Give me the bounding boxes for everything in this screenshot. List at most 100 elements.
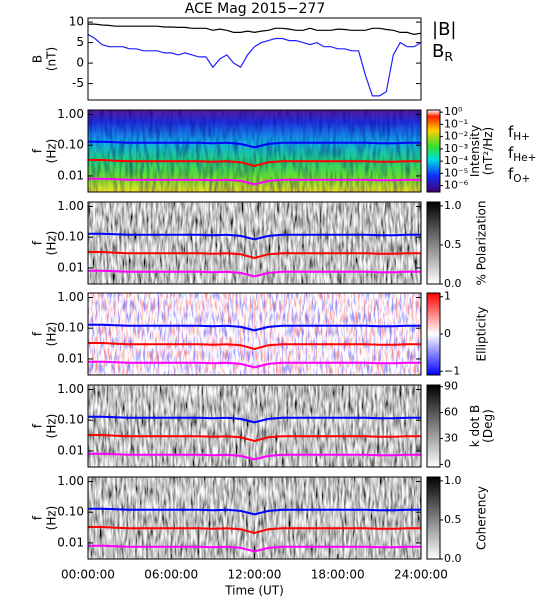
y-axis-label: (Hz) — [45, 231, 59, 256]
legend-label-main: |B| — [432, 19, 456, 40]
colorbar-tick-label: 0 — [444, 327, 451, 340]
y-tick-label: 0.01 — [57, 443, 84, 457]
spectrogram-noise — [88, 293, 421, 375]
colorbar — [426, 201, 441, 285]
series-line — [88, 232, 421, 241]
y-axis-label: B — [31, 55, 45, 63]
x-tick-label: 18:00:00 — [311, 568, 365, 582]
y-axis-label: f — [31, 515, 45, 520]
y-tick-label: 1.00 — [57, 474, 84, 488]
series-line — [88, 415, 421, 424]
legend-label: fHe+ — [508, 144, 536, 165]
series-line — [88, 159, 421, 168]
y-axis-label: (Hz) — [45, 322, 59, 347]
legend-label-main: B — [432, 41, 444, 62]
series-line — [88, 526, 421, 535]
y-tick-label: 10 — [69, 15, 84, 29]
x-tick-label: 24:00:00 — [394, 568, 448, 582]
colorbar-tick-label: 10⁻⁶ — [444, 179, 469, 192]
legend-label: |B| — [432, 19, 456, 40]
y-axis-label: f — [31, 240, 45, 245]
x-tick-label: 12:00:00 — [228, 568, 282, 582]
y-axis-label: (Hz) — [45, 506, 59, 531]
plot-frame — [87, 201, 422, 285]
colorbar — [426, 384, 441, 468]
x-tick-label: 00:00:00 — [61, 568, 115, 582]
series-line — [88, 507, 421, 516]
colorbar-label: (Deg) — [481, 409, 495, 443]
colorbar-label: % Polarization — [475, 201, 489, 286]
series-line — [88, 342, 421, 351]
y-axis-label: f — [31, 331, 45, 336]
y-tick-label: 0.01 — [57, 535, 84, 549]
colorbar-tick-label: 1.0 — [444, 474, 462, 487]
y-tick-label: 1.00 — [57, 290, 84, 304]
y-tick-label: 1.00 — [57, 107, 84, 121]
y-tick-label: 1.00 — [57, 382, 84, 396]
colorbar — [426, 292, 441, 376]
colorbar-tick-label: 0.5 — [444, 513, 462, 526]
colorbar-tick-label: 60 — [444, 406, 458, 419]
spectrogram-bg — [88, 202, 421, 284]
plot-frame — [87, 109, 422, 193]
legend-label: BR — [432, 41, 453, 64]
y-axis-label: (Hz) — [45, 139, 59, 164]
plot-frame — [87, 292, 422, 376]
colorbar-tick-label: 10⁻² — [444, 130, 468, 143]
colorbar-tick-label: 10⁻⁵ — [444, 166, 468, 179]
y-axis-label: (nT) — [45, 47, 59, 71]
series-line — [88, 452, 421, 461]
legend-label-sub: H+ — [513, 131, 530, 143]
y-tick-label: 0.10 — [57, 505, 84, 519]
chart-title: ACE Mag 2015−277 — [185, 1, 325, 17]
y-tick-label: 0.10 — [57, 138, 84, 152]
y-tick-label: 0.10 — [57, 413, 84, 427]
colorbar-label: Coherency — [475, 486, 489, 550]
spectrogram-bg — [88, 477, 421, 559]
colorbar-tick-label: −1 — [444, 364, 460, 377]
y-tick-label: -5 — [72, 76, 84, 90]
colorbar — [426, 109, 441, 193]
series-line — [88, 23, 422, 36]
legend-label-main: f — [508, 165, 514, 183]
y-tick-label: 0.01 — [57, 351, 84, 365]
colorbar-tick-label: 10⁻¹ — [444, 117, 468, 130]
series-line — [87, 33, 422, 97]
plot-frame — [87, 384, 422, 468]
series-line — [88, 360, 421, 369]
plot-frame — [87, 17, 422, 101]
colorbar-tick-label: 90 — [444, 380, 458, 393]
series-line — [88, 544, 421, 553]
colorbar-tick-label: 0.0 — [444, 277, 462, 290]
y-axis-label: f — [31, 148, 45, 153]
y-tick-label: 5 — [76, 35, 84, 49]
y-axis-label: (Hz) — [45, 414, 59, 439]
y-tick-label: 0.01 — [57, 168, 84, 182]
legend-label-main: f — [508, 144, 514, 162]
colorbar-tick-label: 0.0 — [444, 552, 462, 565]
legend-label: fH+ — [508, 123, 530, 144]
y-tick-label: 0.10 — [57, 230, 84, 244]
colorbar-tick-label: 10⁻⁴ — [444, 154, 469, 167]
series-line — [88, 140, 421, 149]
y-tick-label: 0.01 — [57, 260, 84, 274]
colorbar-label: k dot B — [468, 405, 482, 447]
colorbar-tick-label: 1 — [444, 290, 451, 303]
colorbar-tick-label: 10⁰ — [444, 105, 463, 118]
legend-label: fO+ — [508, 165, 530, 186]
legend-label-sub: R — [444, 49, 453, 64]
series-line — [88, 323, 421, 332]
y-tick-label: 0.10 — [57, 321, 84, 335]
colorbar-label: Intensity — [468, 125, 482, 177]
colorbar-tick-label: 0.5 — [444, 238, 462, 251]
spectrogram-bg — [88, 385, 421, 467]
colorbar-tick-label: 1.0 — [444, 199, 462, 212]
legend-label-sub: O+ — [513, 173, 530, 185]
y-tick-label: 1.00 — [57, 199, 84, 213]
colorbar-tick-label: 0 — [444, 457, 451, 470]
x-axis-label: Time (UT) — [224, 584, 284, 598]
colorbar — [426, 476, 441, 560]
colorbar-tick-label: 30 — [444, 432, 458, 445]
x-tick-label: 06:00:00 — [144, 568, 198, 582]
